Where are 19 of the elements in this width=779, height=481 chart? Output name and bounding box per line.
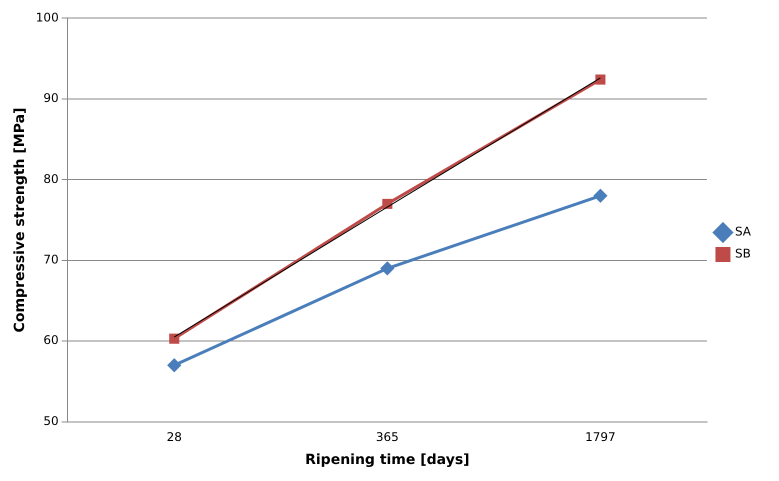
point [382, 198, 392, 209]
y-tick-label: 80 [43, 172, 59, 186]
y-axis-title: Compressive strength [MPa] [12, 108, 28, 332]
x-tick-label: 1797 [585, 430, 616, 444]
y-tick-label: 100 [36, 10, 59, 24]
legend-label: SB [734, 246, 751, 261]
y-tick-label: 50 [43, 414, 59, 428]
x-axis-title: Ripening time [days] [305, 452, 470, 468]
x-tick-label: 365 [376, 430, 399, 444]
point [594, 189, 607, 202]
point [380, 262, 394, 275]
x-tick-label: 28 [166, 430, 182, 444]
y-tick-label: 90 [43, 91, 59, 106]
point [169, 334, 180, 344]
y-tick-label: 70 [43, 252, 59, 266]
point [595, 74, 606, 85]
point [168, 358, 181, 372]
y-tick-label: 60 [43, 333, 59, 348]
legend-label: SA [734, 224, 752, 239]
